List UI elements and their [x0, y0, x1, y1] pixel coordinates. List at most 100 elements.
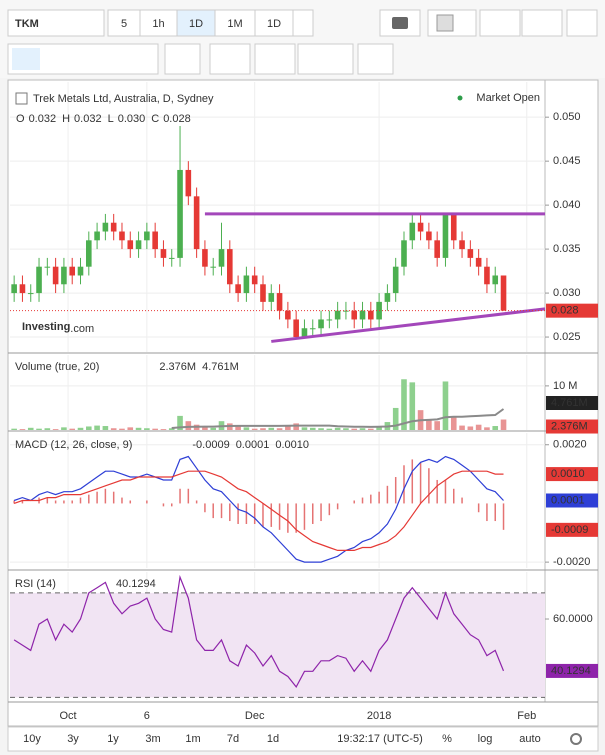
volume-bar — [152, 428, 158, 430]
rsi-band — [10, 592, 545, 698]
candle-body — [36, 266, 42, 294]
ohlc-key: C — [151, 113, 159, 125]
candle-type-active[interactable] — [12, 48, 40, 70]
range-button[interactable]: 3m — [145, 733, 160, 745]
volume-bar — [376, 427, 382, 430]
candle-body — [409, 222, 416, 241]
candle-body — [102, 222, 109, 232]
volume-bar — [202, 427, 208, 430]
symbol-box[interactable] — [7, 9, 105, 37]
y-tick-label: 60.0000 — [553, 613, 593, 625]
interval-button[interactable] — [139, 9, 178, 37]
volume-bar — [318, 428, 324, 430]
volume-bar — [85, 426, 92, 430]
volume-bar — [334, 427, 341, 430]
volume-bar — [110, 428, 117, 430]
interval-button[interactable] — [254, 9, 294, 37]
candle-body — [19, 284, 26, 294]
candle-body — [144, 231, 150, 241]
axis-tag-bg — [546, 522, 598, 537]
candle-body — [85, 240, 92, 267]
candle-body — [392, 266, 399, 294]
interval-dropdown[interactable] — [292, 9, 314, 37]
alert-button[interactable] — [357, 43, 394, 75]
scale-button[interactable]: log — [478, 733, 493, 745]
volume-bar — [500, 419, 507, 430]
candle-body — [426, 231, 432, 241]
x-tick-label: Feb — [517, 710, 536, 722]
volume-bar — [77, 427, 84, 430]
candle-body — [500, 275, 507, 311]
snapshot-button[interactable] — [379, 9, 421, 37]
candle-body — [27, 293, 34, 295]
volume-bar — [484, 427, 490, 430]
interval-button[interactable] — [214, 9, 256, 37]
volume-bar — [19, 429, 26, 430]
range-button[interactable]: 7d — [227, 733, 239, 745]
candle-body — [11, 284, 17, 294]
load-button[interactable] — [479, 9, 521, 37]
range-button[interactable]: 10y — [23, 733, 41, 745]
panel-legend-value: 2.376M — [159, 361, 196, 373]
range-button[interactable]: 1d — [267, 733, 279, 745]
candle-body — [210, 266, 217, 268]
volume-bar — [61, 427, 67, 430]
axis-tag: 40.1294 — [551, 665, 591, 677]
axis-tag-bg — [546, 303, 598, 318]
clock: 19:32:17 (UTC-5) — [337, 733, 423, 745]
volume-bar — [69, 428, 76, 430]
ohlc-value: 0.032 — [29, 113, 57, 125]
candle-body — [293, 319, 299, 338]
volume-bar — [210, 427, 217, 430]
panel-title: RSI (14) — [15, 578, 56, 590]
x-tick-label: 2018 — [367, 710, 391, 722]
settings-gear[interactable] — [570, 733, 582, 745]
x-tick-label: Dec — [245, 710, 265, 722]
axis-tag-bg — [546, 663, 598, 678]
ohlc-value: 0.032 — [74, 113, 102, 125]
ohlc-key: O — [16, 113, 25, 125]
save-button[interactable] — [521, 9, 563, 37]
undo-redo-group[interactable] — [297, 43, 354, 75]
candle-body — [343, 310, 349, 312]
candle-body — [202, 249, 208, 267]
indicators-button[interactable] — [209, 43, 251, 75]
candle-body — [77, 266, 84, 276]
watermark: Investing — [22, 321, 70, 333]
interval-button[interactable] — [107, 9, 141, 37]
fullscreen-button[interactable] — [566, 9, 598, 37]
axis-tag-bg — [546, 395, 598, 410]
scale-button[interactable]: % — [442, 733, 452, 745]
market-status: Market Open — [476, 92, 540, 104]
x-tick-label: Oct — [59, 710, 76, 722]
settings-button[interactable] — [164, 43, 201, 75]
collapse-icon[interactable] — [15, 92, 28, 105]
volume-bar — [409, 382, 416, 430]
scale-button[interactable]: auto — [519, 733, 540, 745]
volume-bar — [359, 428, 366, 430]
range-button[interactable]: 1m — [185, 733, 200, 745]
volume-bar — [127, 427, 134, 430]
panel-legend-value: 0.0010 — [275, 439, 309, 451]
candle-body — [52, 266, 59, 285]
candle-body — [44, 266, 51, 268]
volume-bar — [301, 427, 308, 430]
range-button[interactable]: 3y — [67, 733, 79, 745]
volume-bar — [52, 429, 59, 430]
candle-body — [227, 249, 233, 285]
panel-title: Volume (true, 20) — [15, 361, 99, 373]
interval-label: 1h — [152, 18, 164, 30]
interval-button[interactable] — [176, 9, 216, 37]
compare-button[interactable] — [254, 43, 296, 75]
volume-bar — [102, 426, 109, 430]
volume-bar — [293, 423, 299, 430]
candle-body — [119, 231, 125, 241]
volume-bar — [434, 421, 440, 430]
candle-body — [475, 257, 482, 267]
range-button[interactable]: 1y — [107, 733, 119, 745]
volume-bar — [442, 381, 449, 430]
y-tick-label: 0.050 — [553, 111, 581, 123]
candle-body — [177, 169, 183, 258]
candle-body — [309, 328, 316, 330]
candle-body — [168, 257, 175, 259]
